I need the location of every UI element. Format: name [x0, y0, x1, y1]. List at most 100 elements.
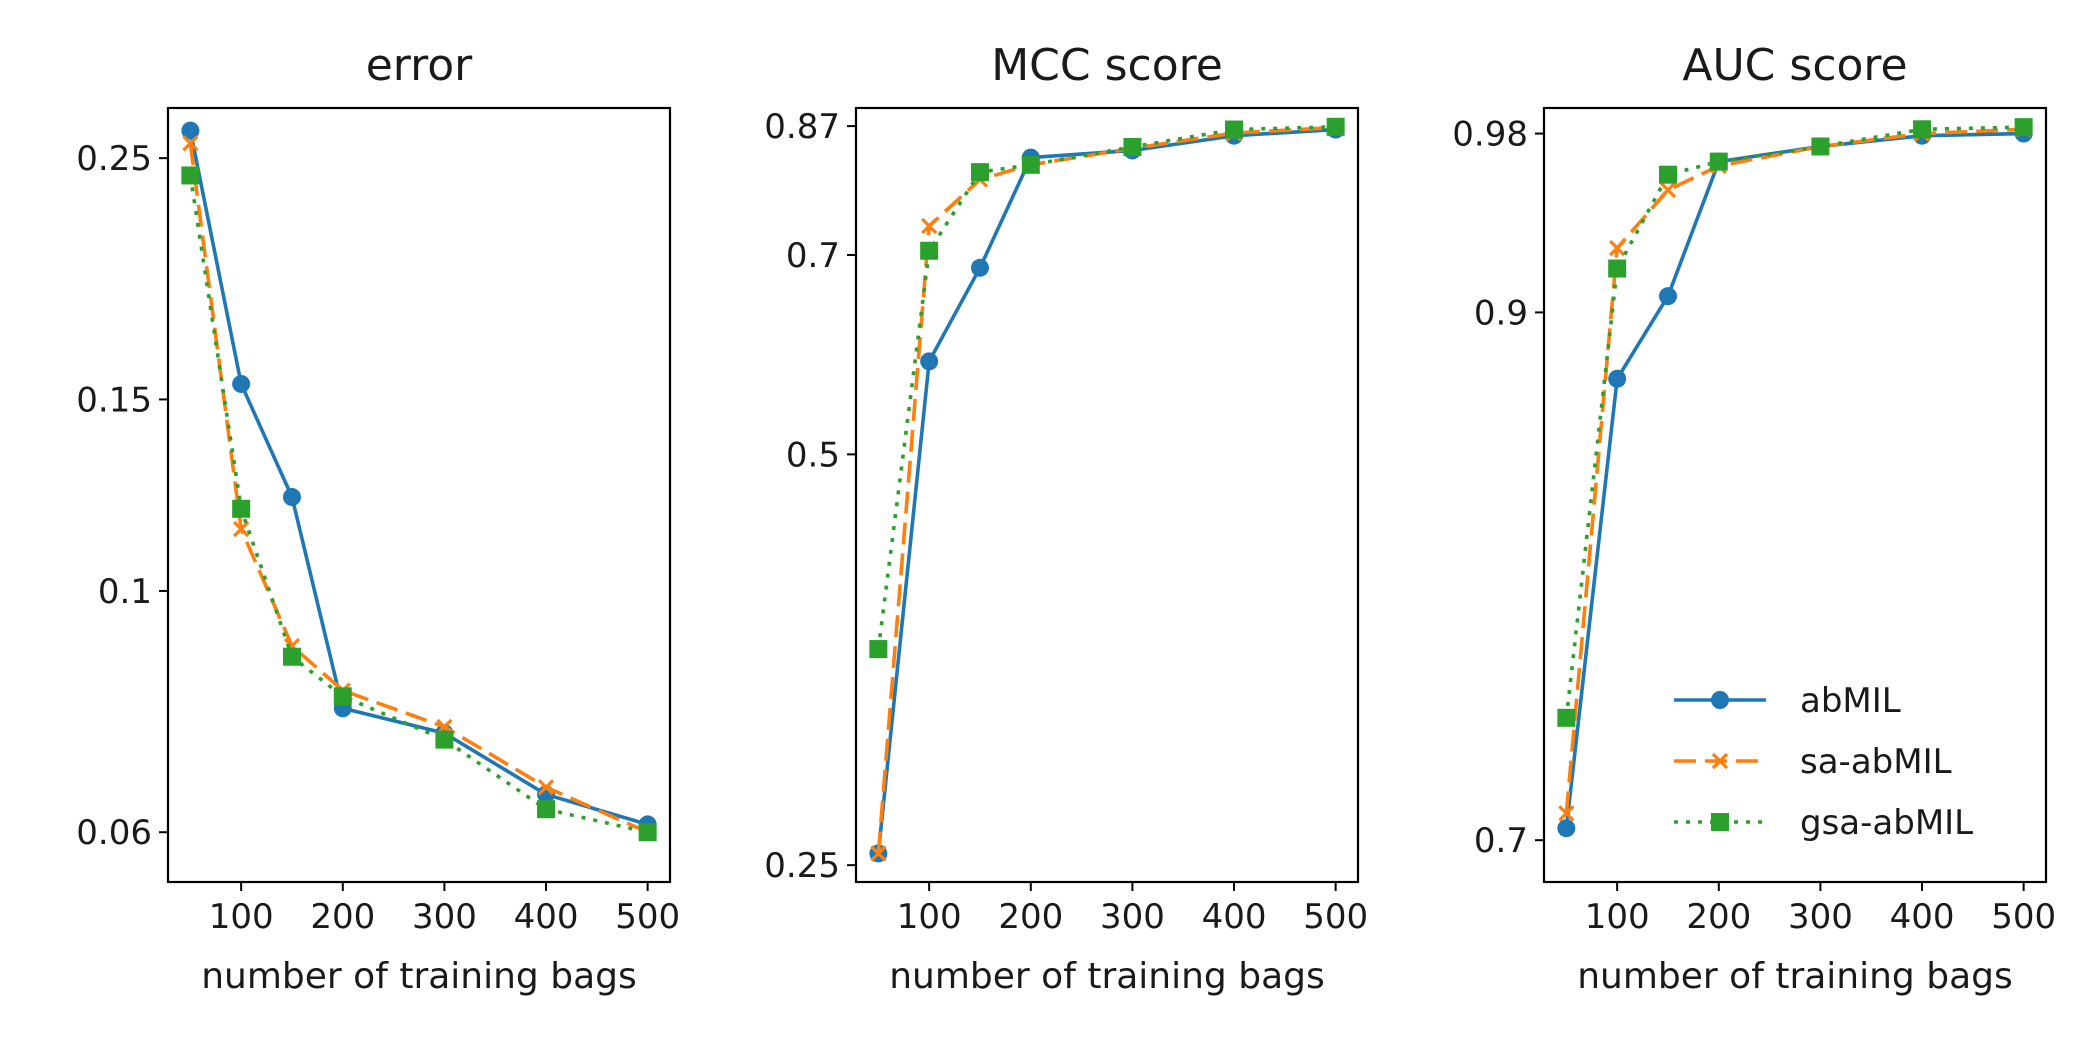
x-tick-label: 300 [412, 897, 477, 937]
legend-label-abmil: abMIL [1800, 681, 1901, 721]
plot-frame [1542, 106, 2048, 884]
y-tick-label: 0.15 [76, 380, 152, 420]
data-point-abmil [1658, 287, 1677, 306]
y-tick-label: 0.5 [786, 435, 840, 475]
data-point-gsa-abmil [2014, 118, 2033, 137]
data-point-gsa-abmil [333, 687, 352, 706]
data-point-abmil [1608, 369, 1627, 388]
data-point-gsa-abmil [1123, 137, 1142, 156]
series-sa-abmil [870, 119, 1344, 862]
y-tick-label: 0.98 [1452, 115, 1528, 155]
x-tick-label: 400 [1890, 897, 1955, 937]
series-abmil [1557, 124, 2033, 838]
data-point-abmil [232, 374, 251, 393]
x-tick-label: 200 [310, 897, 375, 937]
data-point-gsa-abmil [1225, 120, 1244, 139]
series-line-gsa-abmil [188, 175, 649, 834]
subplot-title: MCC score [991, 40, 1223, 91]
x-tick-label: 400 [1202, 897, 1267, 937]
series-line-gsa-abmil [1564, 125, 2024, 719]
plot-frame [854, 106, 1360, 884]
data-point-gsa-abmil [181, 166, 200, 185]
legend-label-sa-abmil: sa-abMIL [1800, 742, 1952, 782]
x-axis-label: number of training bags [201, 956, 637, 997]
data-point-gsa-abmil [435, 730, 454, 749]
y-tick-label: 0.25 [764, 846, 840, 886]
y-tick-label: 0.06 [76, 813, 152, 853]
series-gsa-abmil [1557, 118, 2033, 727]
data-point-sa-abmil [921, 217, 938, 235]
series-line-gsa-abmil [876, 124, 1336, 650]
x-tick-label: 200 [998, 897, 1063, 937]
series-line-sa-abmil [188, 143, 649, 834]
data-point-sa-abmil [1659, 181, 1677, 199]
series-sa-abmil [1558, 121, 2032, 822]
legend-marker-gsa-abmil [1711, 813, 1729, 831]
y-tick-label: 0.9 [1474, 293, 1528, 333]
x-tick-label: 500 [615, 897, 680, 937]
series-line-abmil [876, 127, 1336, 854]
data-point-gsa-abmil [1811, 137, 1830, 156]
data-point-abmil [282, 488, 301, 507]
x-tick-label: 500 [1303, 897, 1368, 937]
x-tick-label: 300 [1788, 897, 1853, 937]
data-point-abmil [920, 352, 939, 371]
legend-label-gsa-abmil: gsa-abMIL [1800, 803, 1973, 843]
x-tick-label: 200 [1686, 897, 1751, 937]
series-gsa-abmil [869, 117, 1345, 659]
y-tick-label: 0.87 [764, 107, 840, 147]
series-gsa-abmil [181, 166, 657, 842]
x-tick-label: 300 [1100, 897, 1165, 937]
data-point-sa-abmil [870, 845, 887, 862]
data-point-gsa-abmil [1709, 152, 1728, 171]
series-line-abmil [1564, 131, 2024, 829]
series-abmil [181, 121, 657, 834]
subplot-title: error [366, 40, 473, 91]
subplot-title: AUC score [1682, 40, 1907, 91]
y-tick-label: 0.1 [98, 572, 152, 612]
plot-frame [166, 106, 672, 884]
legend-marker-sa-abmil [1711, 752, 1729, 770]
data-point-gsa-abmil [920, 241, 939, 260]
subplot-2: MCC score 100 200 300 400 500 0.25 0.5 0.7 0.87 nu… [764, 40, 1368, 997]
data-point-abmil [1557, 819, 1576, 838]
data-point-abmil [181, 121, 200, 140]
data-point-abmil [970, 258, 989, 277]
data-point-gsa-abmil [1608, 259, 1627, 278]
data-point-gsa-abmil [1913, 120, 1932, 139]
y-tick-label: 0.7 [1474, 821, 1528, 861]
legend: abMIL sa-abMIL gsa-abMIL [1674, 681, 1973, 843]
data-point-sa-abmil [182, 135, 199, 152]
data-point-gsa-abmil [232, 499, 251, 518]
data-point-gsa-abmil [1557, 708, 1576, 727]
data-point-sa-abmil [1609, 239, 1626, 257]
data-point-sa-abmil [1558, 805, 1575, 822]
x-tick-label: 100 [897, 897, 962, 937]
data-point-gsa-abmil [970, 163, 989, 182]
x-axis-label: number of training bags [889, 956, 1325, 997]
y-tick-label: 0.25 [76, 139, 152, 179]
data-point-sa-abmil [233, 520, 250, 538]
x-tick-label: 500 [1991, 897, 2056, 937]
x-tick-label: 100 [1585, 897, 1650, 937]
subplot-3: AUC score 100 200 300 400 500 0.7 0.9 0.98 number… [1452, 40, 2056, 997]
series-line-sa-abmil [876, 125, 1336, 854]
data-point-gsa-abmil [1021, 155, 1040, 174]
data-point-gsa-abmil [1326, 117, 1345, 136]
x-tick-label: 400 [514, 897, 579, 937]
series-line-abmil [188, 130, 649, 827]
x-tick-label: 100 [209, 897, 274, 937]
y-tick-label: 0.7 [786, 236, 840, 276]
legend-marker-abmil [1711, 691, 1729, 709]
x-axis-label: number of training bags [1577, 956, 2013, 997]
data-point-gsa-abmil [282, 647, 301, 666]
data-point-gsa-abmil [869, 640, 888, 659]
data-point-gsa-abmil [638, 823, 657, 842]
series-sa-abmil [182, 135, 656, 841]
data-point-gsa-abmil [1658, 165, 1677, 184]
data-point-gsa-abmil [537, 800, 556, 819]
data-point-sa-abmil [537, 779, 555, 796]
series-line-sa-abmil [1564, 127, 2024, 814]
subplot-1: error 100 200 300 400 500 0.06 0.1 0.15 0.25 numbe… [76, 40, 680, 997]
